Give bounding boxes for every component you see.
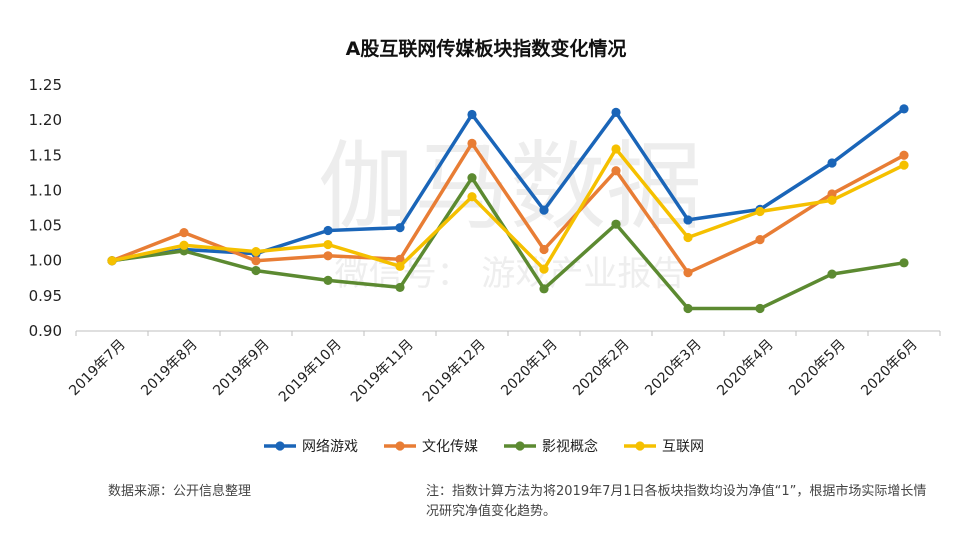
x-tick-label: 2020年3月 bbox=[642, 337, 705, 400]
data-point bbox=[683, 303, 693, 314]
data-point bbox=[611, 219, 621, 229]
data-point bbox=[323, 239, 333, 250]
x-tick-label: 2020年5月 bbox=[786, 337, 849, 400]
data-point bbox=[395, 282, 405, 293]
y-tick-label: 1.00 bbox=[29, 252, 62, 270]
y-tick-label: 0.90 bbox=[29, 322, 62, 340]
data-point bbox=[467, 109, 477, 120]
data-point bbox=[467, 173, 477, 183]
source-note: 数据来源：公开信息整理 bbox=[108, 484, 252, 499]
data-point bbox=[323, 275, 333, 285]
y-tick-label: 1.15 bbox=[29, 146, 62, 164]
watermark-main: 伽马数据 bbox=[318, 131, 702, 243]
data-point bbox=[251, 265, 261, 276]
data-point bbox=[899, 150, 909, 160]
data-point bbox=[179, 240, 189, 250]
legend-label: 网络游戏 bbox=[302, 439, 358, 455]
data-point bbox=[467, 138, 477, 148]
data-point bbox=[755, 303, 765, 314]
series-line bbox=[111, 141, 905, 275]
x-tick-label: 2020年4月 bbox=[714, 337, 777, 400]
footnote: 注：指数计算方法为将2019年7月1日各板块指数均设为净值“1”，根据市场实际增… bbox=[426, 484, 927, 519]
chart-title: A股互联网传媒板块指数变化情况 bbox=[346, 37, 627, 60]
x-tick-label: 2019年10月 bbox=[276, 337, 345, 406]
legend-marker bbox=[395, 441, 405, 451]
x-tick-label: 2019年11月 bbox=[348, 337, 417, 406]
legend: 网络游戏 文化传媒 影视概念 互联网 bbox=[264, 438, 704, 455]
y-axis: 0.90 0.95 1.00 1.05 1.10 1.15 1.20 1.25 bbox=[29, 76, 62, 340]
data-point bbox=[539, 264, 549, 274]
y-tick-label: 0.95 bbox=[29, 287, 62, 305]
data-point bbox=[611, 144, 621, 154]
data-point bbox=[251, 256, 261, 266]
data-point bbox=[251, 246, 261, 257]
x-tick-label: 2020年1月 bbox=[498, 337, 561, 400]
data-point bbox=[683, 232, 693, 243]
data-point bbox=[827, 158, 837, 168]
data-point bbox=[755, 235, 765, 245]
x-tick-label: 2019年9月 bbox=[210, 337, 273, 400]
x-tick-label: 2019年8月 bbox=[138, 337, 201, 400]
data-point bbox=[683, 268, 693, 278]
x-tick-label: 2019年12月 bbox=[420, 337, 489, 406]
x-axis: 2019年7月 2019年8月 2019年9月 2019年10月 2019年11月 201… bbox=[66, 330, 941, 406]
data-point bbox=[323, 225, 333, 236]
data-point bbox=[755, 206, 765, 217]
y-tick-label: 1.05 bbox=[29, 217, 62, 235]
series-line bbox=[111, 107, 906, 263]
data-point bbox=[827, 189, 837, 199]
data-point bbox=[539, 284, 549, 294]
data-point bbox=[827, 269, 837, 279]
data-point bbox=[827, 195, 837, 205]
data-point bbox=[899, 104, 909, 114]
x-tick-label: 2020年2月 bbox=[570, 337, 633, 400]
y-tick-label: 1.20 bbox=[29, 111, 62, 129]
data-point bbox=[395, 223, 405, 233]
data-point bbox=[467, 192, 477, 202]
y-tick-label: 1.10 bbox=[29, 181, 62, 199]
data-point bbox=[683, 215, 693, 225]
legend-marker bbox=[275, 441, 285, 451]
plot-area bbox=[107, 104, 909, 314]
data-point bbox=[539, 244, 549, 255]
legend-marker bbox=[515, 441, 525, 451]
data-point bbox=[395, 261, 405, 271]
data-point bbox=[899, 160, 909, 170]
data-point bbox=[323, 251, 333, 261]
x-tick-label: 2019年7月 bbox=[66, 337, 129, 400]
data-point bbox=[395, 254, 405, 264]
legend-label: 互联网 bbox=[662, 439, 704, 455]
legend-label: 影视概念 bbox=[542, 438, 598, 455]
series-line bbox=[111, 147, 905, 271]
legend-label: 文化传媒 bbox=[422, 439, 478, 455]
data-point bbox=[611, 166, 621, 176]
data-point bbox=[899, 258, 909, 268]
y-tick-label: 1.25 bbox=[29, 76, 62, 94]
data-point bbox=[179, 228, 189, 238]
data-point bbox=[107, 256, 117, 266]
data-point bbox=[539, 205, 549, 215]
legend-marker bbox=[635, 441, 645, 451]
x-tick-label: 2020年6月 bbox=[858, 337, 921, 400]
data-point bbox=[611, 107, 621, 118]
